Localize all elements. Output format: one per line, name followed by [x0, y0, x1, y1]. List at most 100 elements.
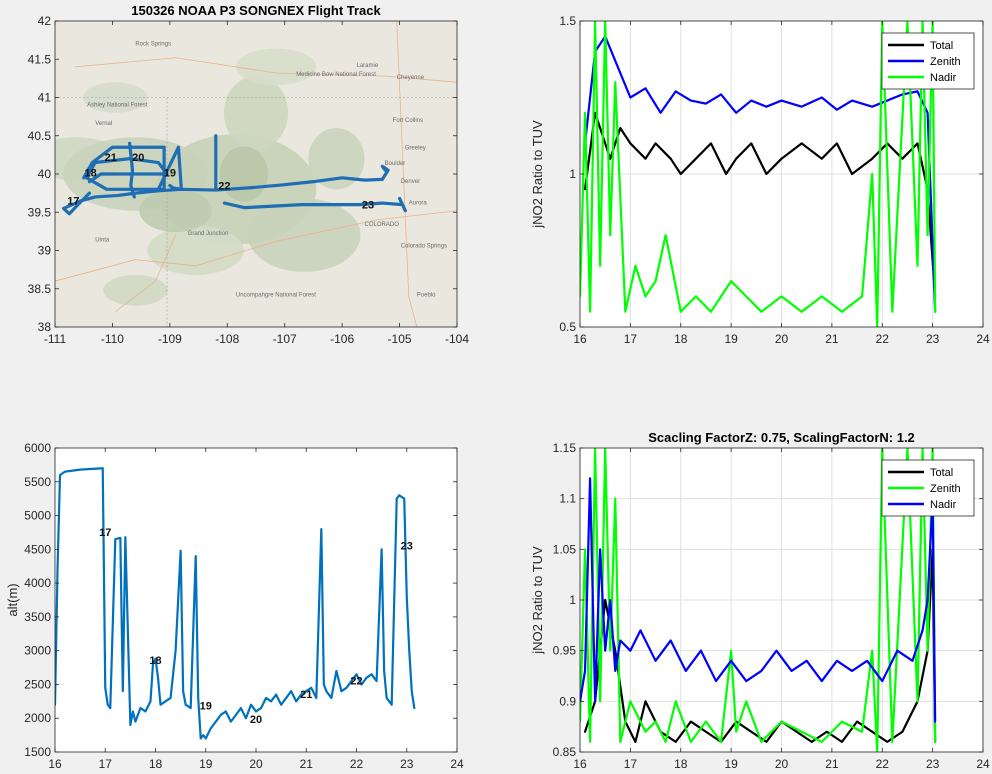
x-tick-label: 16 [573, 332, 587, 346]
point-label: 23 [401, 540, 413, 552]
y-tick-label: 1.5 [559, 14, 576, 28]
y-tick-label: 1.05 [553, 542, 577, 556]
x-tick-label: -108 [215, 332, 239, 346]
x-tick-label: 21 [300, 757, 314, 771]
x-tick-label: 23 [926, 757, 940, 771]
x-tick-label: 21 [825, 332, 839, 346]
map-label: COLORADO [365, 222, 400, 228]
y-tick-label: 1 [569, 167, 576, 181]
y-tick-label: 41 [38, 91, 52, 105]
y-tick-label: 3000 [24, 644, 51, 658]
x-tick-label: 16 [573, 757, 587, 771]
map-label: Pueblo [417, 292, 436, 298]
map-label: Ashley National Forest [87, 103, 148, 109]
series-group [580, 448, 937, 752]
legend-label-zenith: Zenith [930, 483, 961, 495]
series-group [580, 21, 937, 327]
terrain-patch [223, 76, 289, 150]
chart-title: 150326 NOAA P3 SONGNEX Flight Track [131, 3, 381, 18]
y-tick-label: 1500 [24, 745, 51, 759]
x-tick-label: -105 [388, 332, 412, 346]
map-label: Boulder [385, 161, 406, 167]
series-line-zenith [583, 35, 937, 313]
terrain-patch [308, 128, 365, 190]
x-tick-label: -106 [330, 332, 354, 346]
x-tick-label: 24 [976, 757, 990, 771]
series-line-total [583, 111, 937, 298]
y-tick-label: 5000 [24, 509, 51, 523]
point-label: 19 [164, 167, 176, 179]
x-tick-label: 17 [624, 332, 638, 346]
y-tick-label: 0.85 [553, 745, 577, 759]
map-label: Rock Springs [135, 41, 171, 47]
y-tick-label: 6000 [24, 441, 51, 455]
series-group [55, 467, 416, 740]
point-label: 22 [218, 180, 230, 192]
y-tick-label: 1.15 [553, 441, 577, 455]
map-label: Denver [401, 179, 420, 185]
x-tick-label: -104 [445, 332, 469, 346]
chart-title: Scacling FactorZ: 0.75, ScalingFactorN: … [648, 430, 915, 445]
map-label: Colorado Springs [401, 243, 447, 249]
series-line-2 [222, 196, 407, 213]
x-tick-label: 17 [624, 757, 638, 771]
terrain-patch [235, 48, 317, 86]
series-line-4 [128, 141, 136, 199]
legend-label-zenith: Zenith [930, 56, 961, 68]
y-tick-label: 5500 [24, 475, 51, 489]
x-tick-label: 22 [876, 757, 890, 771]
y-axis-label: jNO2 Ratio to TUV [530, 120, 545, 229]
x-tick-label: -107 [273, 332, 297, 346]
y-tick-label: 38.5 [28, 282, 52, 296]
series-line-7 [62, 191, 92, 216]
series-line-3 [82, 145, 169, 191]
x-tick-label: -109 [158, 332, 182, 346]
point-label: 22 [350, 675, 362, 687]
point-label: 19 [200, 700, 212, 712]
y-tick-label: 41.5 [28, 52, 52, 66]
map-label: Grand Junction [188, 231, 229, 237]
y-axis-label: alt(m) [5, 583, 20, 616]
y-tick-label: 2500 [24, 677, 51, 691]
y-tick-label: 39 [38, 244, 52, 258]
legend-label-nadir: Nadir [930, 499, 957, 511]
x-tick-label: 16 [48, 757, 62, 771]
point-label: 20 [132, 152, 144, 164]
chart-3: 17 18 19 20 21 22 23 16 17 18 19 20 21 22 23 24 1500 2000… [5, 441, 464, 771]
x-tick-label: 19 [199, 757, 213, 771]
road-line [55, 210, 457, 282]
y-tick-label: 40.5 [28, 129, 52, 143]
x-tick-label: 18 [149, 757, 163, 771]
map-label: Aurora [409, 201, 428, 207]
y-tick-label: 2000 [24, 711, 51, 725]
x-tick-label: -111 [44, 332, 67, 346]
x-tick-label: 22 [350, 757, 364, 771]
y-tick-label: 0.95 [553, 644, 577, 658]
legend-label-total: Total [930, 40, 953, 52]
map-label: Cheyenne [397, 75, 425, 81]
map-label: Uinta [95, 237, 110, 243]
series-line-1 [55, 467, 416, 740]
x-tick-label: 23 [400, 757, 414, 771]
y-tick-label: 4000 [24, 576, 51, 590]
y-tick-label: 0.9 [559, 694, 576, 708]
map-label: Fort Collins [393, 118, 423, 124]
terrain-patch [219, 146, 269, 202]
series-line-nadir [580, 21, 937, 327]
x-tick-label: 21 [825, 757, 839, 771]
point-label: 21 [300, 689, 312, 701]
x-tick-label: 24 [450, 757, 464, 771]
chart-1: Rock Springs Laramie Cheyenne Fort Collins G… [28, 3, 470, 346]
x-tick-label: 24 [976, 332, 990, 346]
x-tick-label: 20 [775, 757, 789, 771]
x-tick-label: 18 [674, 332, 688, 346]
x-tick-label: -110 [101, 332, 124, 346]
y-tick-label: 42 [38, 14, 52, 28]
terrain-patch [139, 189, 212, 233]
series-line-1 [62, 164, 390, 211]
road-line [115, 235, 176, 313]
terrain-patch [147, 226, 244, 275]
y-tick-label: 38 [38, 320, 52, 334]
point-label: 21 [105, 152, 117, 164]
